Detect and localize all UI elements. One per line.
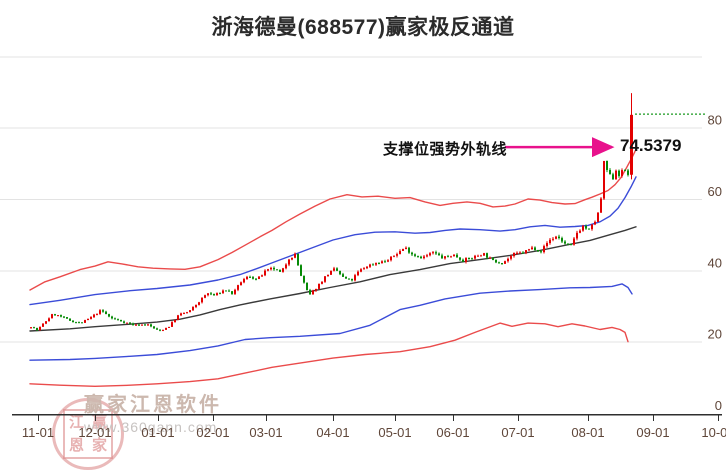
y-axis-tick-label: 0 (715, 398, 722, 413)
lower-red-band (29, 322, 629, 387)
y-axis-tick-label: 80 (708, 113, 722, 128)
price-chart-canvas: 11-01 12-01 01-01 02-01 03-01 04-01 05-01 06-01… (0, 56, 726, 440)
candlestick-series (30, 93, 633, 332)
x-axis-tick-label: 05-01 (378, 425, 411, 440)
watermark-url-text: www.360gann.com (84, 419, 218, 435)
support-line-annotation-label: 支撑位强势外轨线 (383, 141, 508, 158)
stock-chart-page: { "title": "浙海德曼(688577)赢家极反通道", "annota… (0, 16, 726, 470)
support-line-value-label: 74.5379 (620, 136, 682, 155)
x-axis-tick-label: 04-01 (316, 425, 349, 440)
upper-red-band (29, 146, 638, 291)
chart-title: 浙海德曼(688577)赢家极反通道 (211, 16, 515, 39)
y-axis-tick-label: 60 (708, 184, 722, 199)
upper-blue-band (29, 176, 637, 306)
lower-blue-band (29, 283, 633, 361)
x-axis-tick-label: 12-01 (78, 425, 111, 440)
x-axis-tick-label: 03-01 (249, 425, 282, 440)
x-axis-tick-label: 11-01 (22, 425, 54, 440)
x-axis-tick-label: 01-01 (141, 425, 174, 440)
x-axis-tick-label: 09-01 (636, 425, 669, 440)
seal-char: 家 (91, 437, 107, 454)
y-axis-tick-label: 40 (708, 255, 722, 270)
x-axis-tick-label: 10-01 (701, 425, 726, 440)
x-axis-tick-label: 07-01 (501, 425, 534, 440)
watermark-brand-text: 赢家江恩软件 (84, 394, 222, 416)
mid-black-band (29, 226, 637, 332)
seal-char: 恩 (68, 437, 84, 454)
y-axis-labels: 80 60 40 20 0 (708, 113, 722, 413)
x-axis: 11-01 12-01 01-01 02-01 03-01 04-01 05-01 06-01… (12, 413, 726, 440)
seal-char: 江 (68, 414, 84, 431)
y-axis-tick-label: 20 (708, 327, 722, 342)
gridlines (0, 56, 702, 343)
x-axis-tick-label: 06-01 (436, 425, 469, 440)
x-axis-tick-label: 08-01 (571, 425, 604, 440)
x-axis-tick-label: 02-01 (196, 425, 229, 440)
